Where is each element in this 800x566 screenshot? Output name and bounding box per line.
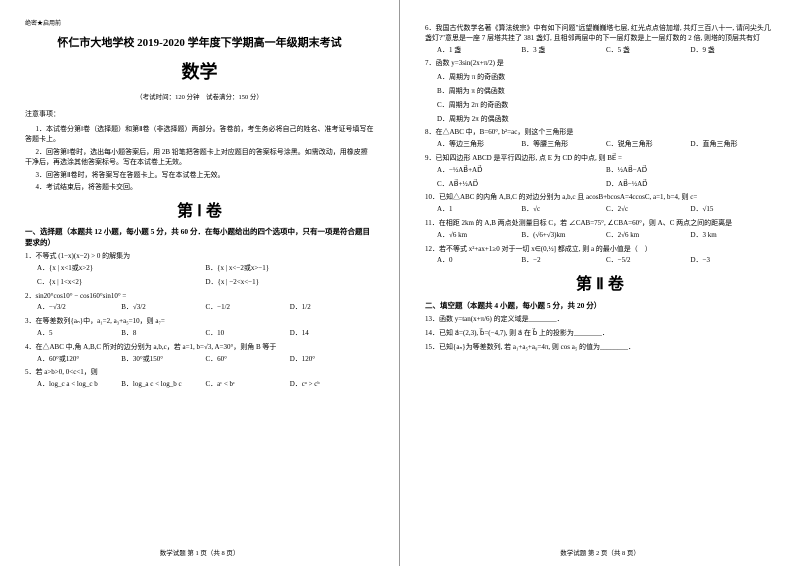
q4-a: A．60°或120° <box>37 355 121 365</box>
q13: 13．函数 y=tan(x+π/6) 的定义域是________． <box>425 315 775 325</box>
q3: 3．在等差数列{aₙ}中，a₁=2, a₃+a₅=10，则 a₇= <box>25 317 374 327</box>
notice-4: 4．考试结束后，将答题卡交回。 <box>25 182 374 193</box>
q10-d: D．√15 <box>691 205 776 215</box>
q8-c: C．锐角三角形 <box>606 140 691 150</box>
q5-b: B．log_a c < log_b c <box>121 380 205 390</box>
q11-d: D．3 km <box>691 231 776 241</box>
q7: 7．函数 y=3sin(2x+π/2) 是 <box>425 59 775 69</box>
q9-b: B．½AB⃗−AD⃗ <box>606 166 775 176</box>
q11-b: B．(√6+√3)km <box>522 231 607 241</box>
q7-c: C．周期为 2π 的奇函数 <box>437 101 775 111</box>
q4-c: C．60° <box>206 355 290 365</box>
q9-a: A．−½AB⃗+AD⃗ <box>437 166 606 176</box>
q5-d: D．cᵃ > cᵇ <box>290 380 374 390</box>
q6-opts: A．1 盏 B．3 盏 C．5 盏 D．9 盏 <box>437 46 775 56</box>
school-title: 怀仁市大地学校 2019-2020 学年度下学期高一年级期末考试 <box>25 36 374 51</box>
page-container: 绝密★启用前 怀仁市大地学校 2019-2020 学年度下学期高一年级期末考试 … <box>0 0 800 566</box>
q2-b: B．√3/2 <box>121 303 205 313</box>
q12-opts: A．0 B．−2 C．−5/2 D．−3 <box>437 256 775 266</box>
q8-d: D．直角三角形 <box>691 140 776 150</box>
q10: 10．已知△ABC 的内角 A,B,C 的对边分别为 a,b,c 且 acosB… <box>425 193 775 203</box>
q2-opts: A．−√3/2 B．√3/2 C．−1/2 D．1/2 <box>37 303 374 313</box>
q11-a: A．√6 km <box>437 231 522 241</box>
subject-title: 数学 <box>25 60 374 85</box>
q4-b: B．30°或150° <box>121 355 205 365</box>
q2: 2．sin20°cos10° − cos160°sin10° = <box>25 292 374 302</box>
q1-opts: A．{x | x<1或x>2} B．{x | x<−2或x>−1} <box>37 264 374 274</box>
q15: 15．已知{aₙ}为等差数列, 若 a₁+a₅+a₉=4π, 则 cos a₅ … <box>425 343 775 353</box>
q2-c: C．−1/2 <box>206 303 290 313</box>
q11-opts: A．√6 km B．(√6+√3)km C．2√6 km D．3 km <box>437 231 775 241</box>
footer-right: 数学试题 第 2 页（共 8 页） <box>400 549 800 558</box>
q1: 1．不等式 (1−x)(x−2) > 0 的解集为 <box>25 252 374 262</box>
q10-b: B．√c <box>522 205 607 215</box>
sec2-head: 二、填空题（本题共 4 小题，每小题 5 分，共 20 分） <box>425 301 775 312</box>
q8: 8．在△ABC 中，B=60°, b²=ac，则这个三角形是 <box>425 128 775 138</box>
q10-a: A．1 <box>437 205 522 215</box>
page-left: 绝密★启用前 怀仁市大地学校 2019-2020 学年度下学期高一年级期末考试 … <box>0 0 400 566</box>
q14: 14．已知 a⃗=(2,3), b⃗=(−4,7), 则 a⃗ 在 b⃗ 上的投… <box>425 329 775 339</box>
sec1-head: 一、选择题（本题共 12 小题，每小题 5 分，共 60 分．在每小题给出的四个… <box>25 227 374 248</box>
q5-opts: A．log_c a < log_c b B．log_a c < log_b c … <box>37 380 374 390</box>
q3-d: D．14 <box>290 329 374 339</box>
part2-title: 第 Ⅱ 卷 <box>425 274 775 296</box>
q6-a: A．1 盏 <box>437 46 522 56</box>
q7-d: D．周期为 2π 的偶函数 <box>437 115 775 125</box>
q11: 11．在相距 2km 的 A,B 两点处测量目标 C，若 ∠CAB=75°, ∠… <box>425 219 775 229</box>
q11-c: C．2√6 km <box>606 231 691 241</box>
q6-d: D．9 盏 <box>691 46 776 56</box>
q5-a: A．log_c a < log_c b <box>37 380 121 390</box>
exam-info: （考试时间：120 分钟 试卷满分：150 分） <box>25 93 374 102</box>
q12-d: D．−3 <box>691 256 776 266</box>
q12: 12．若不等式 x²+ax+1≥0 对于一切 x∈(0,½] 都成立, 则 a … <box>425 245 775 255</box>
part1-title: 第 Ⅰ 卷 <box>25 201 374 223</box>
q7-b: B．周期为 π 的偶函数 <box>437 87 775 97</box>
q8-b: B．等腰三角形 <box>522 140 607 150</box>
q9: 9．已知四边形 ABCD 是平行四边形, 点 E 为 CD 的中点, 则 BE⃗… <box>425 154 775 164</box>
q4-opts: A．60°或120° B．30°或150° C．60° D．120° <box>37 355 374 365</box>
q8-a: A．等边三角形 <box>437 140 522 150</box>
q5: 5．若 a>b>0, 0<c<1，则 <box>25 368 374 378</box>
q9-d: D．AB⃗−½AD⃗ <box>606 180 775 190</box>
q2-d: D．1/2 <box>290 303 374 313</box>
q2-a: A．−√3/2 <box>37 303 121 313</box>
q3-b: B．8 <box>121 329 205 339</box>
q1-opts2: C．{x | 1<x<2} D．{x | −2<x<−1} <box>37 278 374 288</box>
notice-3: 3．回答第Ⅱ卷时，将答案写在答题卡上。写在本试卷上无效。 <box>25 170 374 181</box>
seal-label: 绝密★启用前 <box>25 20 374 28</box>
q1-a: A．{x | x<1或x>2} <box>37 264 206 274</box>
q5-c: C．aᶜ < bᶜ <box>206 380 290 390</box>
notice-1: 1．本试卷分第Ⅰ卷（选择题）和第Ⅱ卷（非选择题）两部分。答卷前，考生务必将自己的… <box>25 124 374 145</box>
notice-2: 2．回答第Ⅰ卷时，选出每小题答案后，用 2B 铅笔把答题卡上对应题目的答案标号涂… <box>25 147 374 168</box>
q12-a: A．0 <box>437 256 522 266</box>
q1-c: C．{x | 1<x<2} <box>37 278 206 288</box>
q6-b: B．3 盏 <box>522 46 607 56</box>
page-right: 6．我国古代数学名著《算法统宗》中有如下问题"远望巍巍塔七层, 红光点点倍加增,… <box>400 0 800 566</box>
q4: 4．在△ABC 中,角 A,B,C 所对的边分别为 a,b,c，若 a=1, b… <box>25 343 374 353</box>
q7-a: A．周期为 π 的奇函数 <box>437 73 775 83</box>
q3-a: A．5 <box>37 329 121 339</box>
q12-b: B．−2 <box>522 256 607 266</box>
q6-c: C．5 盏 <box>606 46 691 56</box>
q3-c: C．10 <box>206 329 290 339</box>
q9-c: C．AB⃗+½AD⃗ <box>437 180 606 190</box>
q1-d: D．{x | −2<x<−1} <box>206 278 375 288</box>
notice-head: 注意事项： <box>25 110 374 120</box>
q12-c: C．−5/2 <box>606 256 691 266</box>
q4-d: D．120° <box>290 355 374 365</box>
q1-b: B．{x | x<−2或x>−1} <box>206 264 375 274</box>
q9-opts2: C．AB⃗+½AD⃗ D．AB⃗−½AD⃗ <box>437 180 775 190</box>
q9-opts: A．−½AB⃗+AD⃗ B．½AB⃗−AD⃗ <box>437 166 775 176</box>
q3-opts: A．5 B．8 C．10 D．14 <box>37 329 374 339</box>
q10-opts: A．1 B．√c C．2√c D．√15 <box>437 205 775 215</box>
footer-left: 数学试题 第 1 页（共 8 页） <box>0 549 399 558</box>
q10-c: C．2√c <box>606 205 691 215</box>
q8-opts: A．等边三角形 B．等腰三角形 C．锐角三角形 D．直角三角形 <box>437 140 775 150</box>
q6: 6．我国古代数学名著《算法统宗》中有如下问题"远望巍巍塔七层, 红光点点倍加增,… <box>425 24 775 44</box>
